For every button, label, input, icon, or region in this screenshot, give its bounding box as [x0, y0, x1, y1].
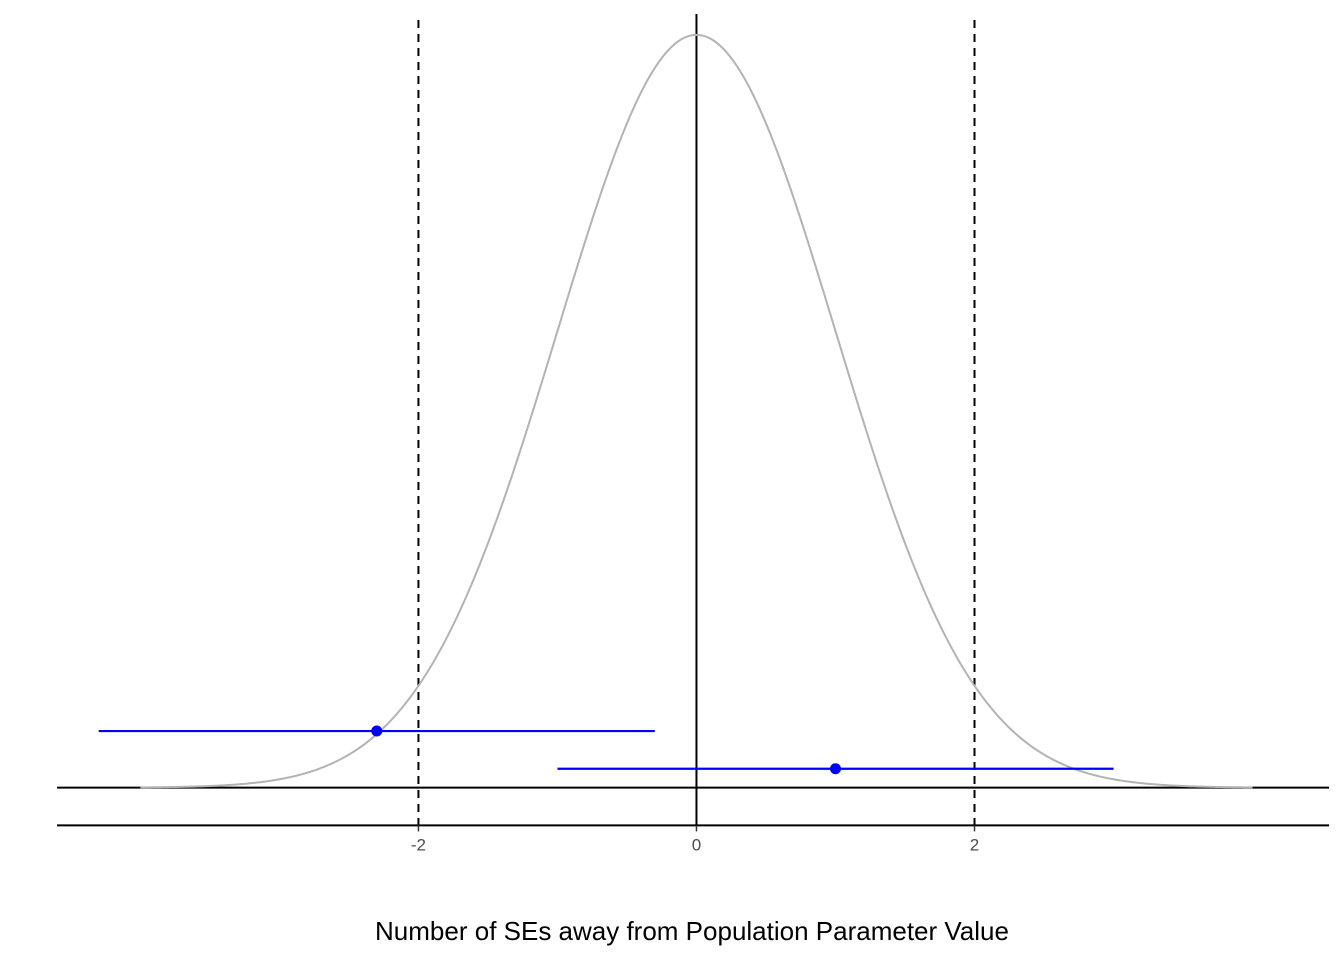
x-tick-label: -2 [411, 835, 426, 854]
x-tick-label: 2 [970, 835, 979, 854]
density-curve-group [140, 33, 1253, 789]
x-axis-title: Number of SEs away from Population Param… [375, 916, 1009, 946]
confidence-intervals [98, 725, 1114, 775]
density-curve [140, 33, 1253, 789]
x-tick-label: 0 [692, 835, 701, 854]
x-axis-ticks: -2 0 2 [411, 825, 979, 854]
interval-point-2 [829, 763, 841, 775]
plot-lines [57, 14, 1329, 827]
interval-point-1 [371, 725, 383, 737]
